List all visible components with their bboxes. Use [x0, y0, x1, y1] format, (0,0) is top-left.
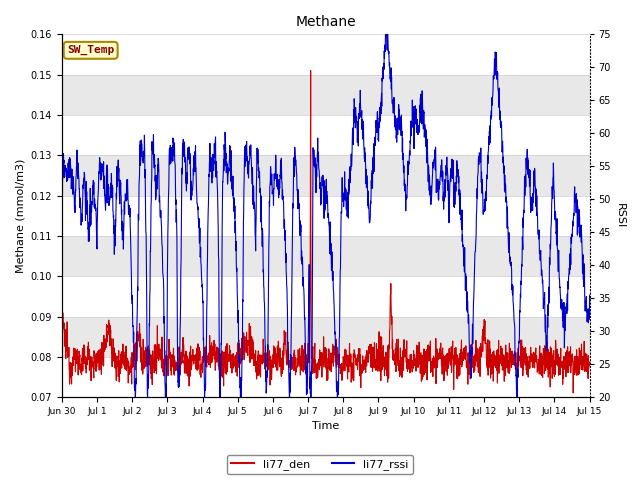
Legend: li77_den, li77_rssi: li77_den, li77_rssi: [227, 455, 413, 474]
Title: Methane: Methane: [296, 15, 356, 29]
Bar: [62, 75, 589, 115]
Y-axis label: RSSI: RSSI: [615, 203, 625, 228]
X-axis label: Time: Time: [312, 421, 339, 432]
Y-axis label: Methane (mmol/m3): Methane (mmol/m3): [15, 158, 25, 273]
Text: SW_Temp: SW_Temp: [67, 45, 115, 55]
Bar: [62, 316, 589, 357]
Bar: [62, 236, 589, 276]
Bar: [62, 155, 589, 195]
